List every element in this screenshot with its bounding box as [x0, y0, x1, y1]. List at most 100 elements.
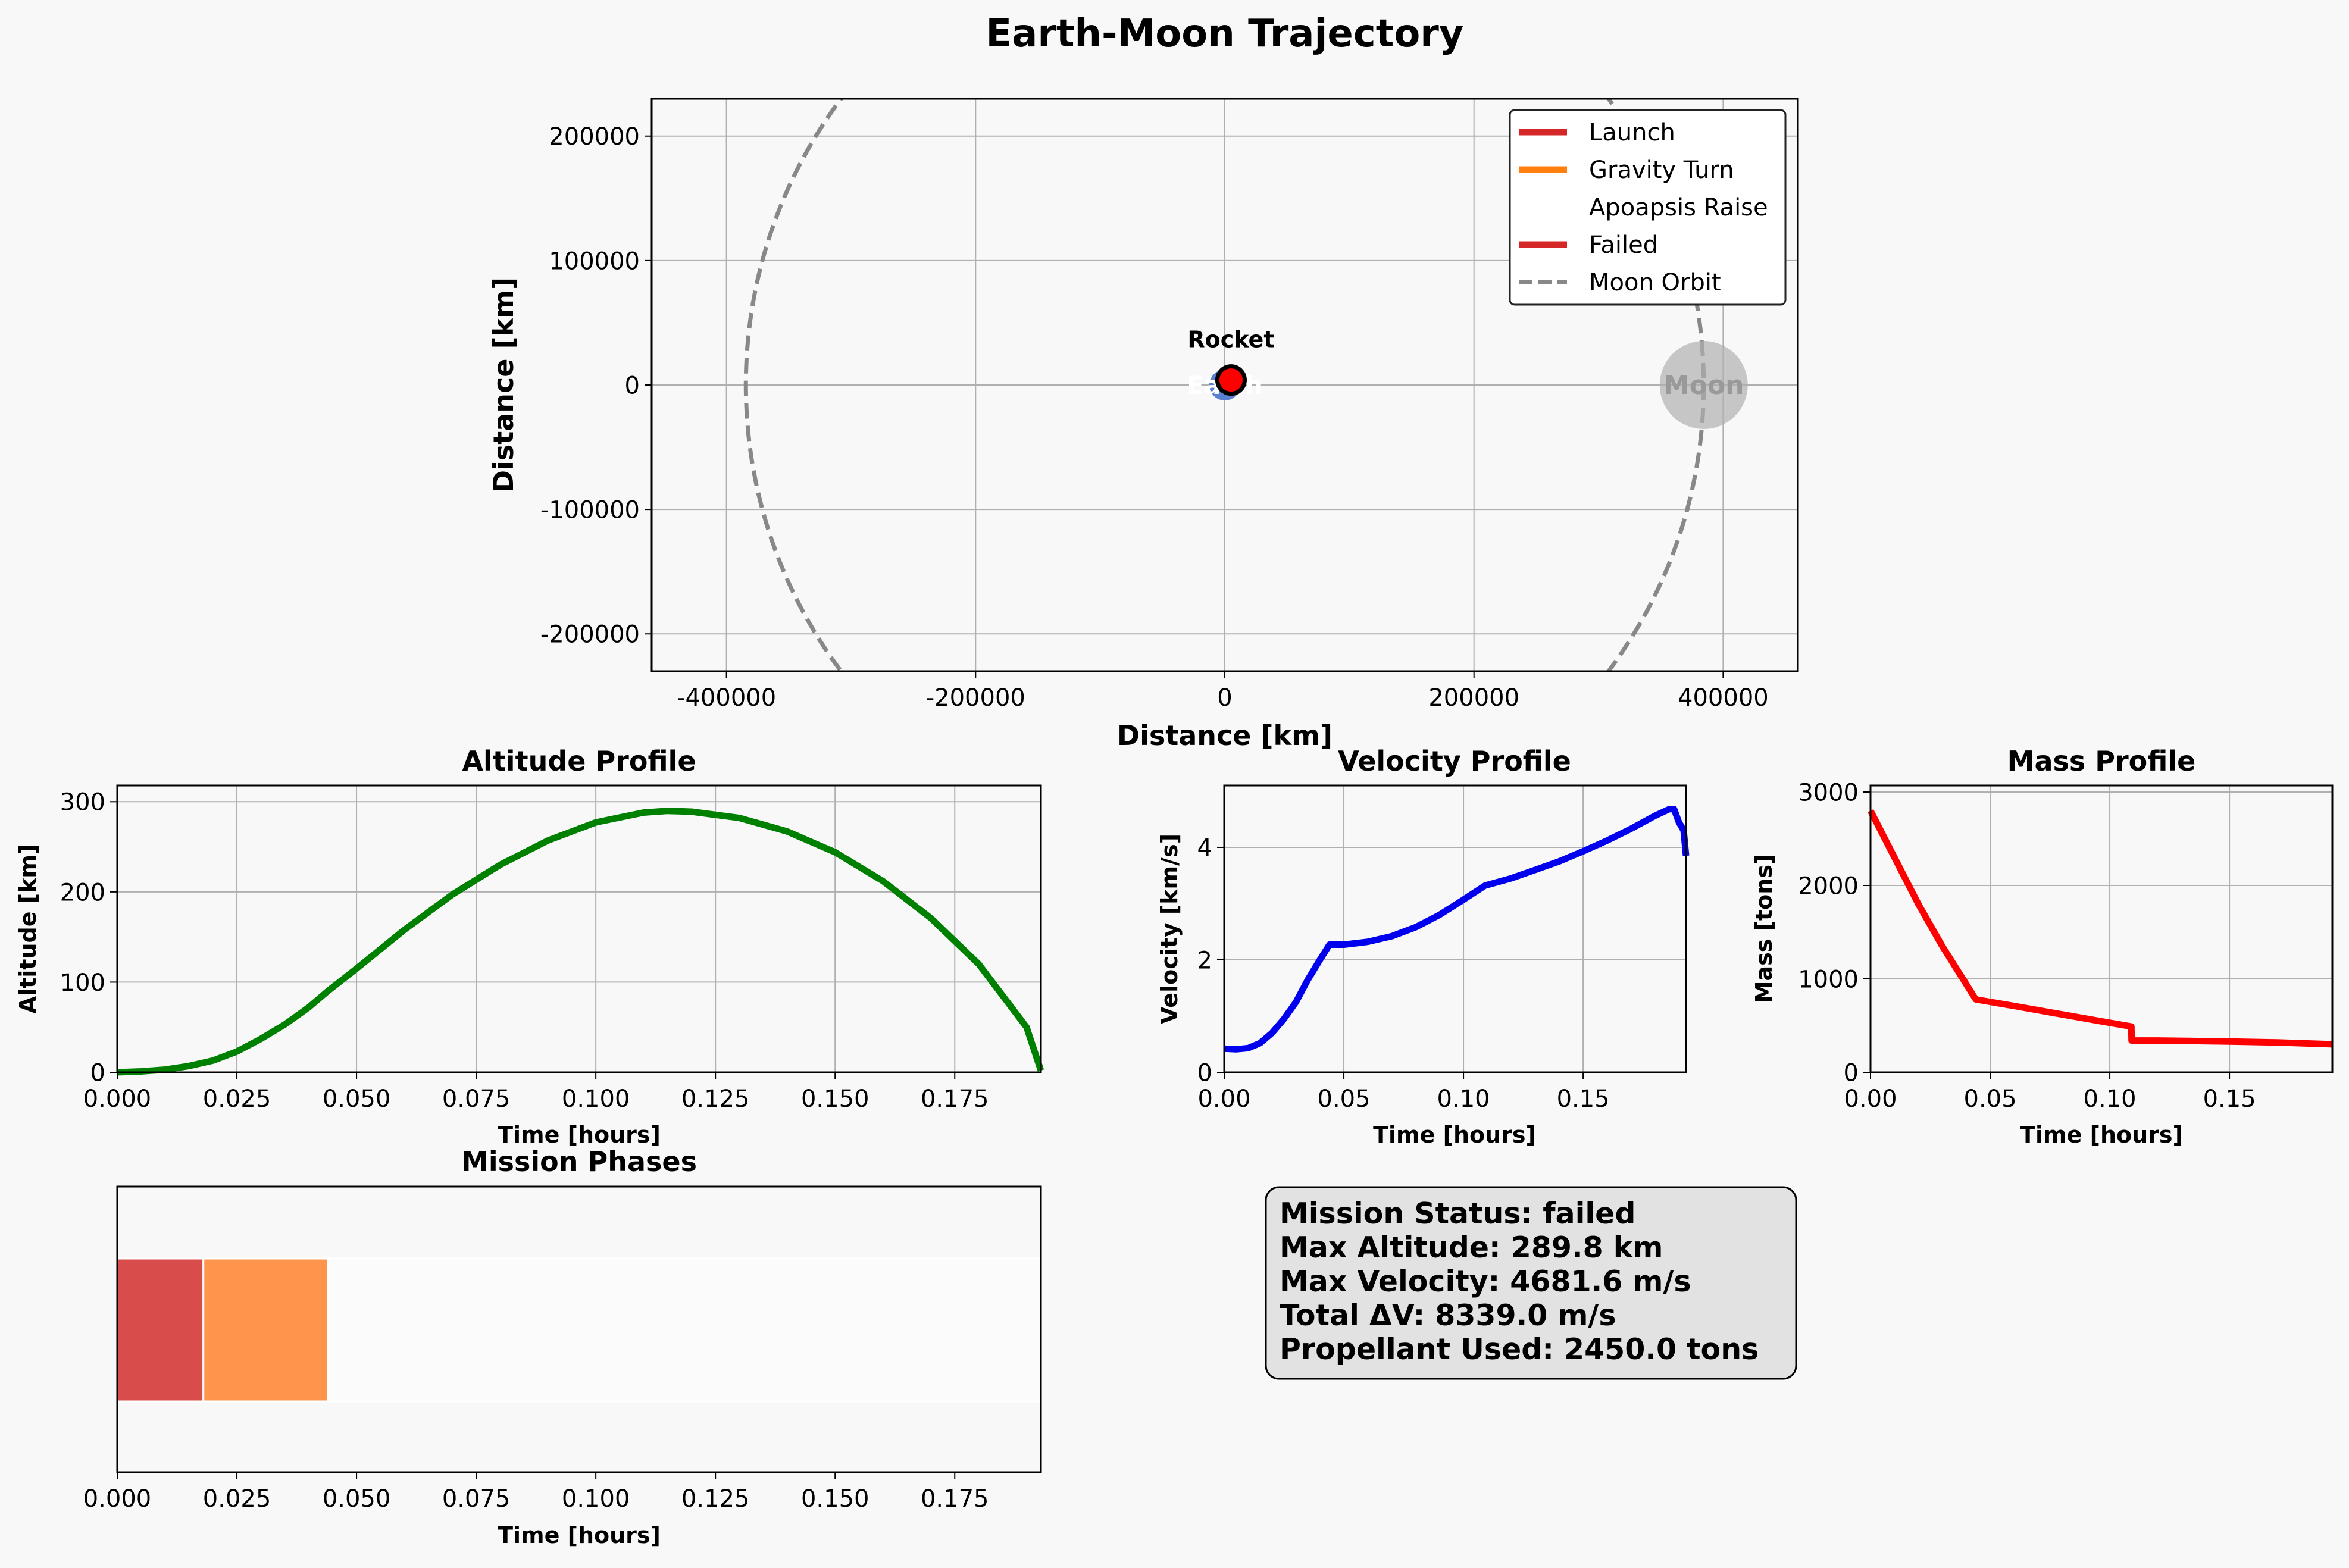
trajectory-xtick-label: -400000 — [677, 684, 776, 712]
phases-xtick-label: 0.150 — [801, 1485, 869, 1513]
velocity-ylabel: Velocity [km/s] — [1156, 834, 1183, 1024]
altitude-ytick-label: 100 — [60, 969, 105, 997]
velocity-plot-area — [1224, 785, 1686, 1072]
legend-box — [1509, 109, 1787, 306]
phases-xtick-label: 0.050 — [323, 1485, 391, 1513]
mass-plot-frame — [1869, 784, 2334, 1073]
phases-title: Mission Phases — [461, 1146, 697, 1178]
velocity-ticks: 0.00 0.05 0.10 0.15 0 2 4 — [1197, 834, 1610, 1113]
figure-title: Earth-Moon Trajectory — [986, 12, 1463, 56]
velocity-ytick-label: 0 — [1197, 1059, 1212, 1087]
altitude-xtick-label: 0.175 — [921, 1085, 989, 1113]
phases-xlabel: Time [hours] — [498, 1522, 661, 1548]
velocity-xlabel: Time [hours] — [1373, 1122, 1536, 1148]
moon-label: Moon — [1663, 370, 1744, 400]
status-line-mission-status: Mission Status: failed — [1280, 1197, 1635, 1231]
trajectory-legend: Launch Gravity Turn Apoapsis Raise Failed Mo… — [1509, 109, 1787, 306]
mass-ytick-label: 0 — [1844, 1059, 1859, 1087]
trajectory-ticks: -400000 -200000 0 200000 400000 -200000 -10000… — [540, 123, 1769, 712]
mass-xtick-label: 0.00 — [1844, 1085, 1897, 1113]
altitude-xtick-label: 0.000 — [83, 1085, 152, 1113]
mission-status-box: Mission Status: failed Max Altitude: 289… — [1265, 1186, 1797, 1380]
mass-title: Mass Profile — [2007, 745, 2196, 777]
velocity-ytick-label: 4 — [1197, 834, 1212, 862]
altitude-xtick-label: 0.050 — [323, 1085, 391, 1113]
legend-label: Gravity Turn — [1589, 157, 1734, 184]
velocity-plot-frame — [1223, 784, 1687, 1073]
velocity-ytick-label: 2 — [1197, 947, 1212, 974]
legend-label: Failed — [1589, 231, 1658, 259]
phases-xtick-label: 0.025 — [203, 1485, 271, 1513]
trajectory-xtick-label: 200000 — [1428, 684, 1519, 712]
altitude-plot: Altitude Profile 0.000 0.025 0.050 0.075 0.1… — [15, 745, 1044, 1148]
mass-plot-area — [1871, 785, 2332, 1072]
phase-bar-gravity-turn — [202, 1257, 329, 1403]
altitude-xtick-label: 0.025 — [203, 1085, 271, 1113]
phases-xtick-label: 0.175 — [921, 1485, 989, 1513]
altitude-ytick-label: 300 — [60, 789, 105, 816]
velocity-xtick-label: 0.00 — [1197, 1085, 1250, 1113]
trajectory-xtick-label: -200000 — [926, 684, 1025, 712]
status-line-propellant-used: Propellant Used: 2450.0 tons — [1280, 1332, 1759, 1366]
velocity-xtick-label: 0.10 — [1437, 1085, 1490, 1113]
trajectory-ytick-label: -200000 — [540, 621, 640, 649]
phase-bar-apoapsis-raise — [327, 1257, 1042, 1403]
altitude-xtick-label: 0.100 — [562, 1085, 630, 1113]
altitude-plot-frame — [116, 784, 1042, 1073]
legend-label: Moon Orbit — [1589, 269, 1721, 296]
rocket-label: Rocket — [1187, 327, 1274, 353]
trajectory-ylabel: Distance [km] — [487, 277, 520, 493]
mass-series-line — [1868, 809, 2333, 1048]
mass-ticks: 0.00 0.05 0.10 0.15 0 1000 2000 3000 — [1798, 779, 2256, 1113]
phases-plot-frame — [116, 1185, 1042, 1473]
phases-xtick-label: 0.075 — [442, 1485, 511, 1513]
rocket-marker — [1215, 364, 1247, 396]
trajectory-ytick-label: 200000 — [549, 123, 640, 151]
mass-xlabel: Time [hours] — [2020, 1122, 2183, 1148]
altitude-xtick-label: 0.125 — [681, 1085, 750, 1113]
phase-bar-launch — [116, 1257, 205, 1403]
status-line-max-altitude: Max Altitude: 289.8 km — [1280, 1231, 1663, 1265]
moon-marker — [1659, 341, 1748, 429]
mass-xtick-label: 0.15 — [2203, 1085, 2256, 1113]
phases-xtick-label: 0.125 — [681, 1485, 750, 1513]
phase-bars — [116, 1257, 1042, 1403]
altitude-xlabel: Time [hours] — [498, 1122, 661, 1148]
mass-xtick-label: 0.10 — [2084, 1085, 2137, 1113]
trajectory-ytick-label: 0 — [625, 372, 640, 399]
trajectory-xtick-label: 400000 — [1678, 684, 1769, 712]
velocity-series-line — [1224, 806, 1690, 1053]
altitude-title: Altitude Profile — [462, 745, 696, 777]
velocity-xtick-label: 0.05 — [1318, 1085, 1371, 1113]
status-line-total-delta-v: Total ΔV: 8339.0 m/s — [1280, 1298, 1616, 1332]
status-line-max-velocity: Max Velocity: 4681.6 m/s — [1280, 1265, 1691, 1298]
altitude-ytick-label: 0 — [90, 1059, 105, 1087]
trajectory-ytick-label: -100000 — [540, 497, 640, 524]
altitude-ylabel: Altitude [km] — [15, 844, 41, 1014]
trajectory-xlabel: Distance [km] — [1117, 719, 1333, 752]
trajectory-plot: Earth Moon Rocket -400000-20000002000004… — [487, 98, 1799, 752]
mass-xtick-label: 0.05 — [1964, 1085, 2017, 1113]
mass-ytick-label: 3000 — [1798, 779, 1859, 806]
phases-plot: Mission Phases 0.000 0.025 0.050 0.075 0.100… — [83, 1146, 1042, 1548]
trajectory-ytick-label: 100000 — [549, 248, 640, 275]
status-box-frame — [1265, 1186, 1797, 1380]
altitude-xtick-label: 0.075 — [442, 1085, 511, 1113]
phases-xtick-label: 0.100 — [562, 1485, 630, 1513]
velocity-title: Velocity Profile — [1338, 745, 1571, 777]
phases-ticks: 0.000 0.025 0.050 0.075 0.100 0.125 0.150 0.175 — [83, 1472, 989, 1513]
mass-ytick-label: 2000 — [1798, 872, 1859, 900]
mass-ytick-label: 1000 — [1798, 966, 1859, 993]
altitude-ticks: 0.000 0.025 0.050 0.075 0.100 0.125 0.150 0.175… — [60, 789, 989, 1113]
velocity-plot: Velocity Profile 0.00 0.05 0.10 0.15 0 2 4 Tim… — [1156, 745, 1690, 1148]
altitude-ytick-label: 200 — [60, 879, 105, 906]
mass-ylabel: Mass [tons] — [1751, 855, 1777, 1004]
altitude-plot-area — [117, 785, 1041, 1072]
phases-xtick-label: 0.000 — [83, 1485, 152, 1513]
mass-plot: Mass Profile 0.00 0.05 0.10 0.15 0 1000 2000 30… — [1751, 745, 2334, 1148]
legend-label: Apoapsis Raise — [1589, 194, 1768, 221]
velocity-xtick-label: 0.15 — [1557, 1085, 1610, 1113]
altitude-series-line — [117, 808, 1044, 1076]
legend-label: Launch — [1589, 119, 1675, 146]
